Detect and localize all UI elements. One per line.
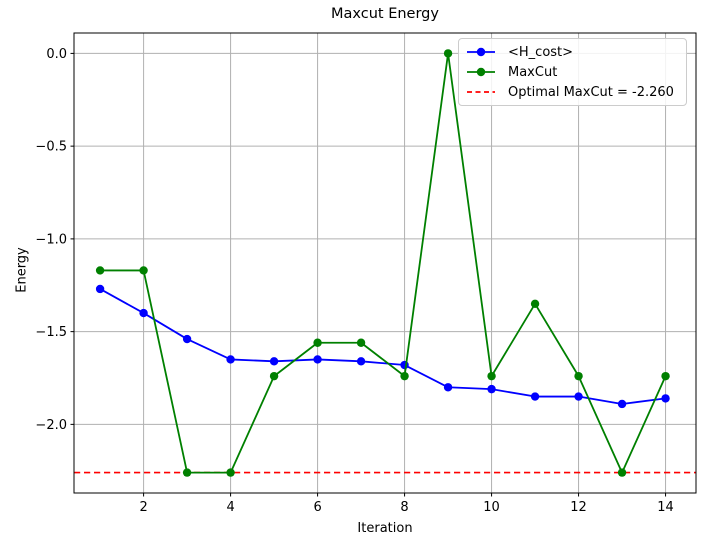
h-cost-marker [574,392,583,401]
y-axis-label: Energy [14,247,30,293]
h-cost-marker [530,392,540,401]
x-tick-label: 4 [226,500,234,515]
h-cost-marker [443,383,453,392]
maxcut-marker [139,266,148,275]
h-cost-marker [95,284,105,294]
legend-label: <H_cost> [508,44,574,60]
maxcut-marker [356,338,366,347]
maxcut-marker [400,371,409,381]
x-tick-label: 12 [570,500,587,515]
y-tick-label: −1.0 [35,232,67,247]
h-cost-marker [139,308,148,318]
h-cost-marker [400,360,409,370]
maxcut-marker [530,299,540,309]
h-cost-marker [269,357,279,366]
legend-item-maxcut: MaxCut [466,65,679,79]
h-cost-marker [226,355,235,364]
line-marker-sample-icon [467,67,495,77]
line-marker-sample-icon [467,47,495,57]
h-cost-marker [487,384,496,394]
maxcut-marker [269,371,279,381]
legend-marker-icon [476,47,486,57]
legend-item-h-cost: <H_cost> [466,45,679,59]
h-cost-marker [182,334,192,344]
maxcut-marker [574,371,583,381]
h-cost-marker [356,357,366,366]
legend: <H_cost> MaxCut Optimal MaxCut = -2.260 [458,38,687,106]
maxcut-marker [443,49,453,58]
legend-item-optimal-maxcut-2-260: Optimal MaxCut = -2.260 [466,85,679,99]
maxcut-marker [182,468,192,477]
dashed-line-sample-icon [467,91,495,93]
maxcut-marker [95,266,105,275]
chart-title: Maxcut Energy [331,6,439,22]
x-tick-label: 8 [400,500,408,515]
x-tick-label: 6 [313,500,321,515]
x-axis-label: Iteration [357,521,413,536]
legend-marker-icon [476,67,486,77]
legend-label: MaxCut [508,64,558,80]
y-tick-label: 0.0 [46,47,67,62]
y-tick-label: −0.5 [35,140,67,155]
maxcut-line [100,52,667,474]
h-cost-line [99,288,666,405]
maxcut-marker [661,371,670,381]
maxcut-marker [313,338,322,347]
x-tick-label: 10 [483,500,500,515]
y-tick-label: −2.0 [35,418,67,433]
x-tick-label: 14 [657,500,674,515]
maxcut-marker [226,468,235,477]
legend-label: Optimal MaxCut = -2.260 [508,84,674,100]
x-tick-label: 2 [139,500,147,515]
h-cost-marker [617,399,627,409]
h-cost-marker [313,355,322,364]
maxcut-marker [487,371,496,381]
y-tick-label: −1.5 [35,325,67,340]
maxcut-marker [617,468,627,477]
axes-spines [73,32,697,494]
h-cost-marker [661,394,670,403]
